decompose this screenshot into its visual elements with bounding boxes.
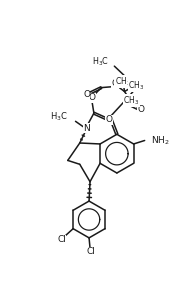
- Text: Cl: Cl: [57, 235, 66, 245]
- Text: CH$_3$: CH$_3$: [123, 95, 139, 107]
- Text: N: N: [83, 124, 90, 133]
- Text: O: O: [138, 105, 145, 114]
- Text: NH$_2$: NH$_2$: [152, 134, 170, 147]
- Text: O: O: [89, 93, 96, 102]
- Text: H$_3$C: H$_3$C: [50, 111, 68, 123]
- Text: CH$_3$: CH$_3$: [115, 75, 131, 88]
- Text: CH$_3$: CH$_3$: [129, 79, 144, 92]
- Text: O: O: [83, 90, 90, 98]
- Text: O: O: [106, 115, 113, 124]
- Text: O: O: [131, 82, 138, 91]
- Text: O: O: [112, 79, 119, 88]
- Text: H$_3$C: H$_3$C: [92, 55, 109, 68]
- Text: Cl: Cl: [87, 247, 96, 256]
